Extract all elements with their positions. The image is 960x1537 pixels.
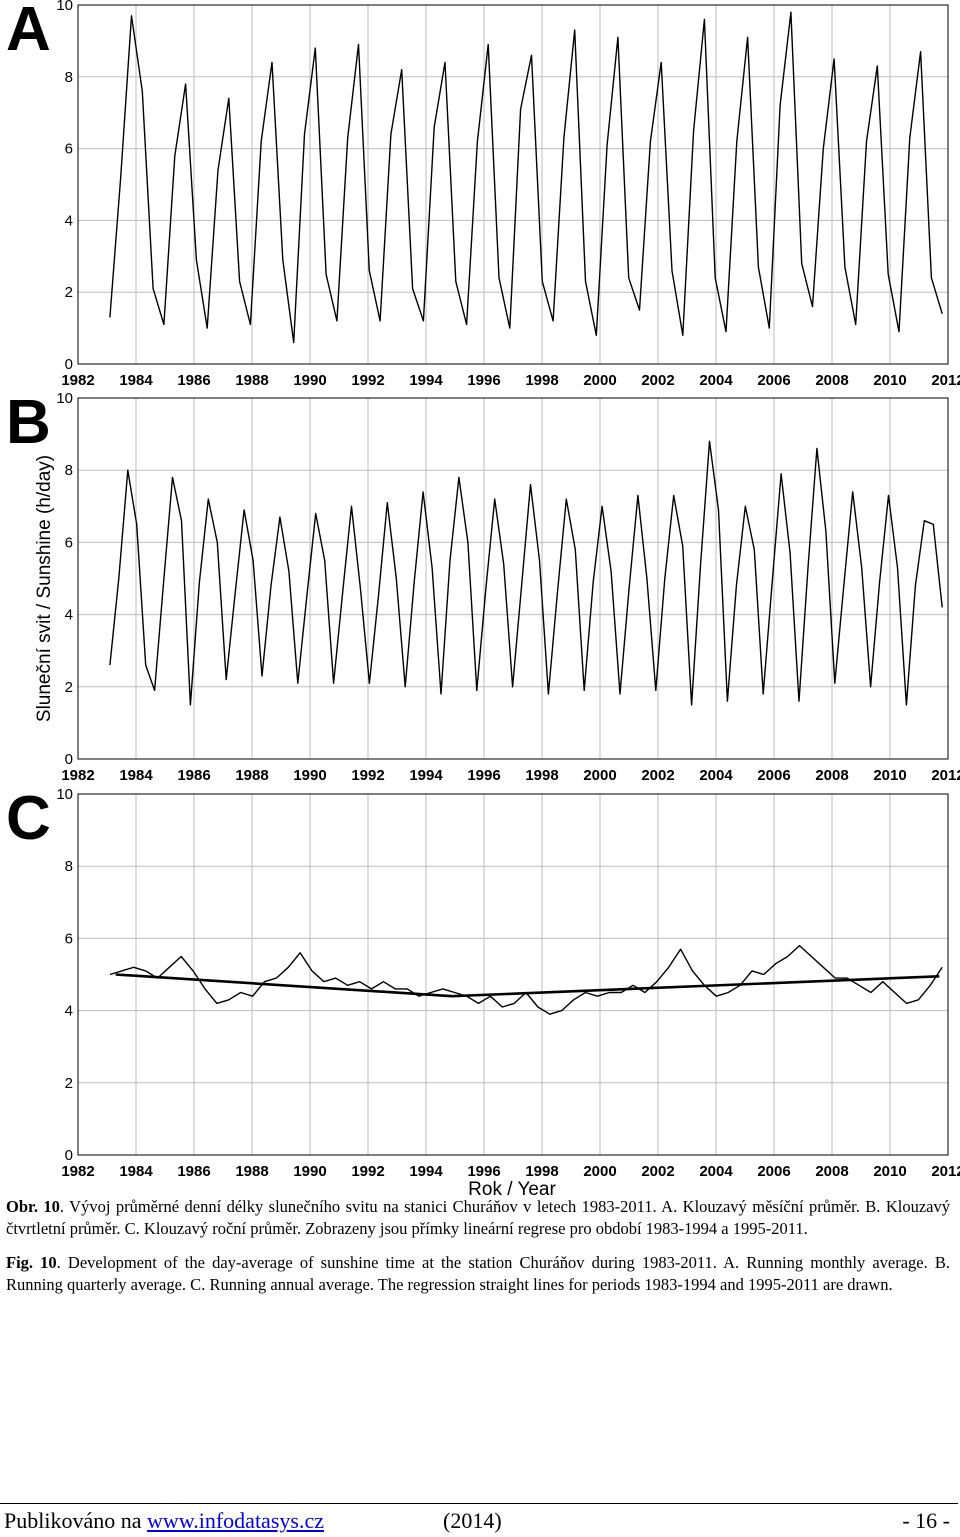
x-tick-label: 1982: [61, 372, 94, 389]
x-tick-label: 2008: [815, 767, 848, 784]
x-tick-label: 1994: [409, 372, 443, 389]
x-tick-label: 2006: [757, 372, 790, 389]
caption-czech: Obr. 10. Vývoj průměrné denní délky slun…: [6, 1196, 950, 1240]
caption-english-lead: Fig. 10: [6, 1253, 57, 1272]
y-axis-title: Sluneční svit / Sunshine (h/day): [34, 455, 55, 722]
x-tick-label: 1998: [525, 372, 558, 389]
x-tick-label: 2010: [873, 372, 906, 389]
caption-english: Fig. 10. Development of the day-average …: [6, 1252, 950, 1296]
plot-frame: [77, 397, 949, 760]
footer-published: Publikováno na www.infodatasys.cz: [4, 1508, 324, 1534]
x-tick-label: 2008: [815, 372, 848, 389]
x-tick-label: 2012: [931, 372, 960, 389]
footer-page-number: - 16 -: [902, 1508, 950, 1533]
y-tick-label: 4: [65, 1003, 73, 1020]
x-tick-label: 2010: [873, 1163, 906, 1180]
x-tick-label: 2002: [641, 372, 674, 389]
x-tick-label: 1992: [351, 372, 384, 389]
x-tick-label: 1988: [235, 372, 268, 389]
footer-year: (2014): [443, 1508, 502, 1533]
x-tick-label: 2012: [931, 767, 960, 784]
y-tick-label: 4: [65, 212, 73, 229]
x-tick-label: 1990: [293, 767, 326, 784]
x-tick-label: 1984: [119, 767, 153, 784]
panel-letter: C: [6, 784, 51, 853]
y-tick-label: 8: [65, 462, 73, 479]
caption-english-text: . Development of the day-average of suns…: [6, 1253, 950, 1294]
y-tick-label: 6: [65, 534, 73, 551]
x-tick-label: 2004: [699, 1163, 733, 1180]
x-tick-label: 1984: [119, 372, 153, 389]
x-tick-label: 1982: [61, 767, 94, 784]
x-tick-label: 2002: [641, 767, 674, 784]
x-tick-label: 1996: [467, 1163, 500, 1180]
x-tick-label: 2004: [699, 372, 733, 389]
footer-website-link[interactable]: www.infodatasys.cz: [147, 1508, 324, 1533]
figure-caption: Obr. 10. Vývoj průměrné denní délky slun…: [6, 1196, 950, 1308]
y-tick-label: 0: [65, 751, 73, 768]
x-tick-label: 2004: [699, 767, 733, 784]
panel-c: 0 2 4 6 8 10 1982 1984 1986 1988 1990 1992 1994 1996 1…: [6, 784, 960, 1200]
footer-published-prefix: Publikováno na: [4, 1508, 147, 1533]
y-tick-label: 10: [56, 786, 73, 803]
y-tick-label: 4: [65, 607, 73, 624]
y-tick-label: 6: [65, 141, 73, 158]
x-tick-label: 1992: [351, 1163, 384, 1180]
x-tick-label: 1990: [293, 1163, 326, 1180]
y-tick-label: 0: [65, 1147, 73, 1164]
x-tick-label: 1998: [525, 1163, 558, 1180]
x-tick-label: 2006: [757, 1163, 790, 1180]
sunshine-series-line: [109, 11, 943, 344]
x-tick-label: 1994: [409, 1163, 443, 1180]
x-tick-label: 1992: [351, 767, 384, 784]
panel-letter: B: [6, 388, 51, 457]
caption-czech-text: . Vývoj průměrné denní délky slunečního …: [6, 1197, 950, 1238]
panel-a: 0 2 4 6 8 10 1982 1984 1986 1988 1990 1992 1994 1996 1…: [6, 0, 960, 389]
y-tick-label: 8: [65, 858, 73, 875]
x-tick-label: 1986: [177, 1163, 210, 1180]
y-tick-label: 10: [56, 0, 73, 14]
y-tick-label: 2: [65, 679, 73, 696]
panel-letter: A: [6, 0, 51, 64]
y-tick-label: 2: [65, 284, 73, 301]
x-tick-label: 1982: [61, 1163, 94, 1180]
x-tick-label: 2000: [583, 1163, 616, 1180]
x-tick-label: 2002: [641, 1163, 674, 1180]
x-tick-label: 2000: [583, 372, 616, 389]
caption-czech-lead: Obr. 10: [6, 1197, 60, 1216]
x-tick-label: 2010: [873, 767, 906, 784]
y-tick-label: 2: [65, 1075, 73, 1092]
x-tick-label: 1996: [467, 372, 500, 389]
regression-line: [115, 973, 453, 998]
footer-divider: [0, 1503, 958, 1504]
x-tick-label: 2000: [583, 767, 616, 784]
panel-b: 0 2 4 6 8 10 1982 1984 1986 1988 1990 1992 1994 1996 1…: [6, 388, 960, 784]
x-tick-label: 1994: [409, 767, 443, 784]
x-tick-label: 1988: [235, 1163, 268, 1180]
plot-frame: [77, 4, 949, 365]
x-tick-label: 1998: [525, 767, 558, 784]
x-tick-label: 2012: [931, 1163, 960, 1180]
x-tick-label: 1984: [119, 1163, 153, 1180]
x-tick-label: 1988: [235, 767, 268, 784]
x-tick-label: 1986: [177, 372, 210, 389]
plot-frame: [77, 793, 949, 1156]
y-tick-label: 0: [65, 356, 73, 373]
x-axis-title: Rok / Year: [468, 1179, 556, 1200]
x-tick-label: 2008: [815, 1163, 848, 1180]
x-tick-label: 1986: [177, 767, 210, 784]
y-tick-label: 10: [56, 390, 73, 407]
sunshine-series-line: [109, 440, 943, 706]
y-tick-label: 6: [65, 930, 73, 947]
y-tick-label: 8: [65, 69, 73, 86]
x-tick-label: 2006: [757, 767, 790, 784]
x-tick-label: 1996: [467, 767, 500, 784]
regression-line: [452, 975, 940, 998]
sunshine-series-line: [109, 944, 943, 1015]
x-tick-label: 1990: [293, 372, 326, 389]
